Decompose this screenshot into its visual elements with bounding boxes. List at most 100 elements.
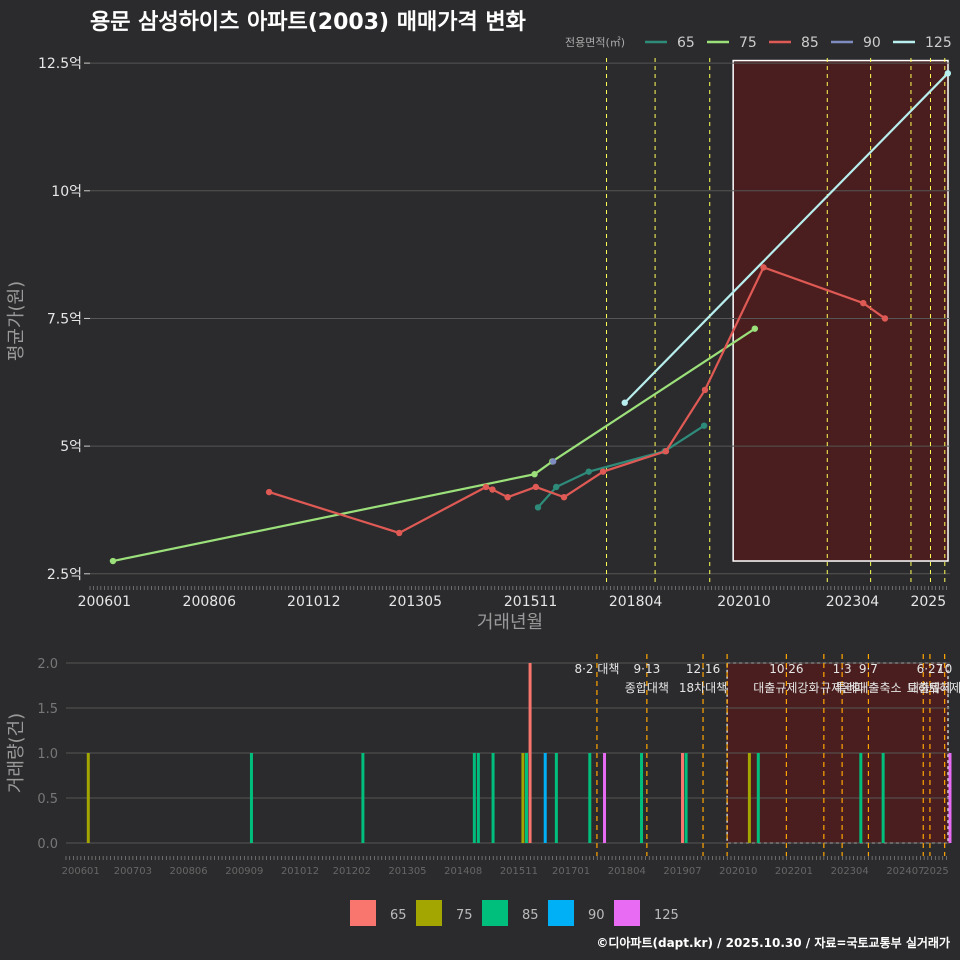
y-axis-title: 거래량(건) [6,713,27,793]
bar-85 [361,753,365,843]
y-tick-label: 1.5 [37,702,58,717]
y-tick-label: 7.5억 [47,311,82,327]
x-axis-title: 거래년월 [477,612,543,633]
highlight-box [732,59,949,562]
policy-label: 1·3 [833,662,852,676]
data-point-85 [662,448,670,455]
data-point-85 [599,468,607,475]
data-point-85 [701,386,709,394]
legend-swatch-85 [482,900,508,926]
x-tick-label: 200909 [225,866,263,877]
data-point-65 [585,468,592,475]
bar-85 [249,753,253,843]
policy-label: 9·7 [859,662,878,676]
x-tick-label: 201408 [444,866,482,877]
policy-label: 8·2 대책 [574,661,619,676]
x-tick-label: 201804 [609,594,663,610]
x-tick-label: 201012 [287,594,340,610]
policy-label: 6·27 [917,662,944,676]
y-tick-label: 1.0 [37,747,58,762]
price-line-chart: 2.5억 5억 7.5억 10억 12.5억 200601 200806 201012 2013… [6,35,952,633]
x-tick-label: 202304 [826,594,880,610]
x-tick-label: 200601 [78,594,131,610]
series-line-125 [623,72,949,404]
data-point-85 [560,493,568,501]
data-point-85 [760,264,767,271]
legend-label-125: 125 [925,35,952,51]
x-tick-label: 2025 [923,866,948,877]
bar-75 [747,753,751,843]
y-tick-label: 12.5억 [38,56,82,72]
policy-sublabel: 대출규제강화 [753,681,819,695]
data-point-85 [504,493,511,501]
data-point-65 [700,422,708,429]
legend-swatch-65 [350,900,376,926]
data-point-85 [860,299,867,307]
legend-label-65: 65 [390,908,407,923]
legend-title: 전용면적(㎡) [565,36,625,49]
bar-85 [640,753,644,843]
data-point-125 [944,70,952,77]
x-tick-label: 201012 [281,866,319,877]
policy-sublabel: 종합대책 [625,680,669,695]
bar-85 [491,753,495,843]
policy-sublabel: 특례대출축소 [835,681,901,695]
x-tick-label: 201305 [388,866,426,877]
x-tick-label: 200601 [62,866,100,877]
x-tick-label: 201202 [333,866,371,877]
legend-label-85: 85 [801,35,819,51]
bar-85 [684,753,688,843]
x-tick-label: 202010 [717,594,770,610]
y-tick-label: 2.0 [37,657,58,672]
data-point-65 [553,483,560,491]
y-tick-label: 10억 [51,184,82,200]
x-tick-label: 2025 [910,594,946,610]
bar-65 [681,753,685,843]
bar-85 [476,753,480,843]
data-point-90 [549,458,557,465]
series-line-75 [112,327,756,563]
data-point-85 [881,315,889,322]
legend-label-75: 75 [739,35,757,51]
policy-sublabel: 대출규제 [908,681,952,695]
data-point-85 [396,529,403,537]
legend-label-85: 85 [522,908,539,923]
x-tick-label: 201804 [608,866,646,877]
y-tick-label: 0.0 [37,837,58,852]
policy-label: 10·26 [769,662,803,676]
legend-swatch-125 [614,900,640,926]
bar-85 [756,753,760,843]
data-point-65 [534,504,542,511]
data-point-85 [265,488,273,496]
x-tick-label: 202201 [775,866,813,877]
x-tick-label: 200806 [183,594,237,610]
legend-label-90: 90 [588,908,605,923]
bar-85 [588,753,592,843]
policy-sublabel: 규제완화 [820,681,864,695]
data-point-85 [489,486,496,493]
x-tick-label: 200703 [114,866,152,877]
policy-label: 10 [937,662,952,676]
x-tick-label: 201511 [504,594,557,610]
bar-85 [472,753,476,843]
y-tick-label: 0.5 [37,792,58,807]
chart-title: 용문 삼성하이츠 아파트(2003) 매매가격 변화 [90,10,526,35]
x-tick-label: 200806 [169,866,207,877]
bar-85 [881,753,885,843]
policy-sublabel: 토허제 [928,681,960,695]
bar-75 [86,753,90,843]
bar-85 [525,753,529,843]
x-tick-label: 201907 [663,866,701,877]
x-tick-label: 202010 [719,866,757,877]
data-point-85 [532,483,540,491]
legend-swatch-90 [548,900,574,926]
legend-label-75: 75 [456,908,473,923]
bar-85 [554,753,558,843]
policy-label: 12·16 [686,662,720,676]
data-point-75 [109,557,117,565]
y-tick-label: 2.5억 [47,567,82,583]
x-tick-label: 201305 [389,594,442,610]
bar-125 [948,753,952,843]
x-tick-label: 202304 [831,866,869,877]
data-point-75 [531,471,538,478]
